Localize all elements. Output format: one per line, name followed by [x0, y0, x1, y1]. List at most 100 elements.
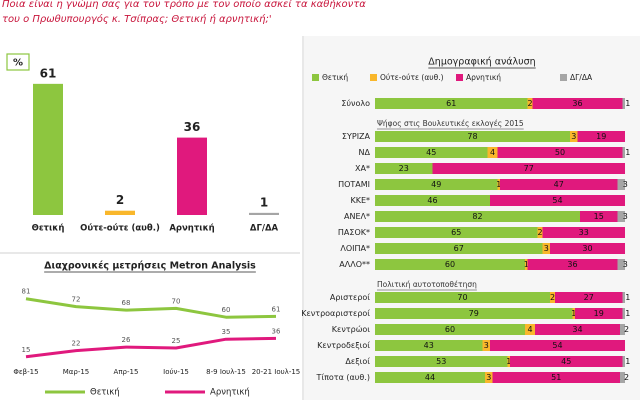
bar-segment: [375, 259, 525, 270]
segment-value-label: 1: [571, 309, 576, 318]
segment-value-label: 70: [457, 293, 467, 302]
row-label: ΧΑ*: [355, 164, 370, 173]
segment-value-label: 27: [584, 293, 594, 302]
segment-value-label: 60: [445, 260, 455, 269]
group-title: Πολιτική αυτοτοποθέτηση: [377, 280, 477, 289]
x-tick-label: Αρνητική: [169, 224, 214, 234]
bar-segment: [485, 372, 493, 383]
bar-segment: [537, 227, 543, 238]
segment-value-label: 3: [623, 180, 628, 189]
segment-value-label: 45: [426, 148, 436, 157]
legend-label: Θετική: [322, 73, 348, 82]
segment-value-label: 54: [552, 341, 562, 350]
point-value-label: 35: [222, 328, 231, 336]
point-value-label: 72: [72, 296, 81, 304]
bar: [177, 137, 207, 215]
bar-segment: [525, 324, 535, 335]
bar-segment: [375, 356, 508, 367]
chart-title: Δημογραφική ανάλυση: [428, 57, 535, 68]
x-tick-label: Απρ-15: [114, 368, 139, 376]
bar-segment: [375, 340, 483, 351]
segment-value-label: 2: [550, 293, 555, 302]
bar-segment: [570, 131, 578, 142]
bar-segment: [622, 356, 625, 367]
bar-segment: [507, 356, 510, 367]
legend-label: Ούτε-ούτε (αυθ.): [380, 73, 444, 82]
segment-value-label: 3: [486, 373, 491, 382]
unit-box: [6, 53, 30, 71]
segment-value-label: 1: [625, 148, 630, 157]
bar-segment: [622, 147, 625, 158]
segment-value-label: 2: [537, 228, 542, 237]
unit-label: %: [13, 58, 23, 69]
question-line: Ποια είναι η γνώμη σας για τον τρόπο με …: [2, 0, 366, 10]
segment-value-label: 30: [582, 244, 592, 253]
bar-segment: [375, 195, 490, 206]
bar-segment: [432, 163, 625, 174]
point-value-label: 36: [272, 327, 281, 335]
chart-title: Διαχρονικές μετρήσεις Metron Analysis: [44, 261, 256, 272]
segment-value-label: 15: [594, 212, 604, 221]
segment-value-label: 2: [624, 373, 629, 382]
bar-segment: [375, 131, 570, 142]
segment-value-label: 60: [445, 325, 455, 334]
bar-segment: [497, 147, 623, 158]
row-label: Σύνολο: [341, 98, 370, 108]
bar-segment: [490, 340, 625, 351]
legend-swatch: [312, 74, 319, 81]
segment-value-label: 1: [625, 293, 630, 302]
x-tick-label: ΔΓ/ΔΑ: [250, 224, 279, 234]
segment-value-label: 51: [551, 373, 561, 382]
bar-segment: [497, 179, 500, 190]
segment-value-label: 45: [561, 357, 571, 366]
segment-value-label: 67: [454, 244, 464, 253]
point-value-label: 15: [22, 346, 31, 354]
bar-segment: [550, 243, 625, 254]
bar-segment: [575, 308, 623, 319]
segment-value-label: 33: [579, 228, 589, 237]
legend-swatch: [560, 74, 567, 81]
bar-segment: [617, 211, 625, 222]
segment-value-label: 49: [431, 180, 441, 189]
segment-value-label: 65: [451, 228, 461, 237]
row-label: Κεντροαριστεροί: [301, 309, 370, 318]
bar-value-label: 36: [184, 120, 201, 134]
segment-value-label: 36: [572, 99, 582, 108]
segment-value-label: 1: [625, 99, 630, 108]
point-value-label: 26: [122, 336, 131, 344]
bar-value-label: 1: [260, 195, 268, 209]
segment-value-label: 1: [625, 357, 630, 366]
segment-value-label: 50: [555, 148, 565, 157]
segment-value-label: 54: [552, 196, 562, 205]
row-label: Τίποτα (αυθ.): [315, 373, 370, 382]
series-line: [25, 297, 277, 319]
segment-value-label: 43: [424, 341, 434, 350]
segment-value-label: 44: [425, 373, 435, 382]
bar-segment: [492, 372, 620, 383]
bar: [105, 210, 135, 215]
segment-value-label: 23: [399, 164, 409, 173]
segment-value-label: 3: [544, 244, 549, 253]
segment-value-label: 3: [484, 341, 489, 350]
point-value-label: 70: [172, 297, 181, 305]
bar-segment: [580, 211, 618, 222]
bar-segment: [500, 179, 618, 190]
bar-value-label: 2: [116, 193, 124, 207]
segment-value-label: 1: [496, 180, 501, 189]
row-label: ΠΟΤΑΜΙ: [338, 180, 370, 189]
bar-segment: [525, 259, 528, 270]
bar-segment: [375, 243, 543, 254]
point-value-label: 81: [22, 288, 31, 296]
bar-segment: [572, 308, 575, 319]
segment-value-label: 53: [436, 357, 446, 366]
row-label: ΝΔ: [359, 148, 371, 157]
segment-value-label: 78: [467, 132, 477, 141]
bar-segment: [375, 227, 538, 238]
bar-segment: [622, 308, 625, 319]
row-label: Κεντροδεξιοί: [317, 341, 370, 350]
legend-label: Θετική: [90, 388, 120, 398]
row-label: Δεξιοί: [345, 357, 370, 366]
segment-value-label: 1: [506, 357, 511, 366]
